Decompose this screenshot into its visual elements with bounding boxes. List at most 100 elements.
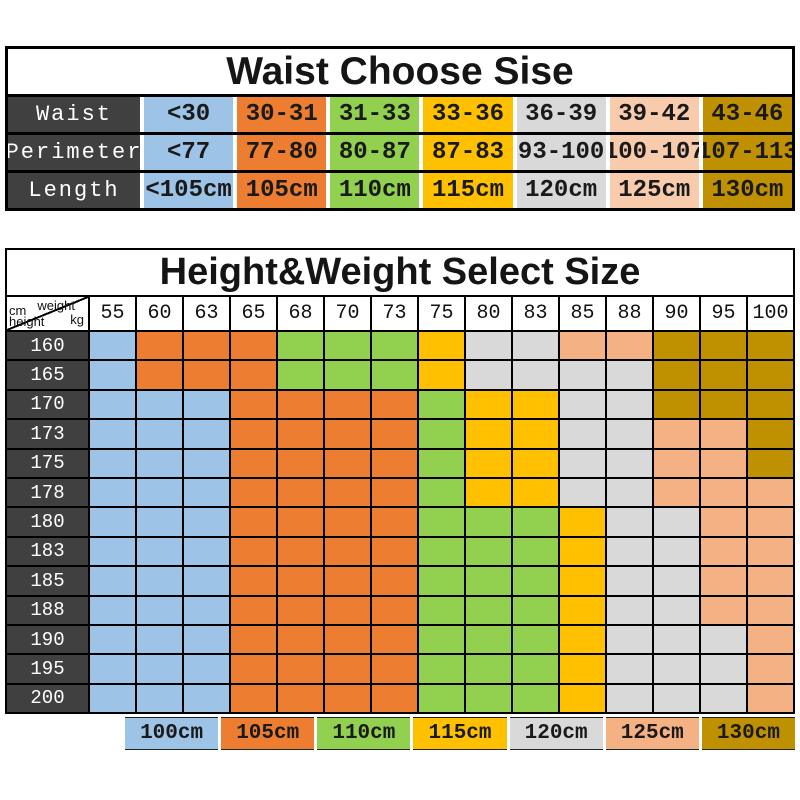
waist-table-row: Perimeter <77 77-80 80-87 87-83 93-100 100-107… bbox=[8, 132, 792, 170]
waist-table-row: Waist <30 30-31 31-33 33-36 36-39 39-42 43-46 bbox=[8, 94, 792, 132]
size-cell bbox=[419, 420, 464, 448]
size-cell bbox=[513, 625, 558, 654]
size-cell bbox=[560, 478, 605, 507]
size-cell bbox=[748, 596, 793, 624]
size-cell bbox=[466, 537, 511, 566]
waist-value-cell: 93-100 bbox=[516, 135, 606, 170]
size-cell bbox=[419, 478, 464, 507]
waist-value-cell: 130cm bbox=[702, 173, 792, 208]
corner-weight-label: weight bbox=[37, 298, 75, 313]
size-cell bbox=[137, 332, 182, 360]
size-cell bbox=[90, 449, 135, 477]
size-cell bbox=[560, 625, 605, 654]
size-cell bbox=[748, 655, 793, 683]
size-cell bbox=[748, 449, 793, 477]
size-cell bbox=[231, 390, 276, 419]
size-cell bbox=[278, 567, 323, 595]
size-cell bbox=[231, 420, 276, 448]
height-row-header: 173 bbox=[7, 420, 88, 448]
waist-row-label: Waist bbox=[8, 97, 140, 132]
size-cell bbox=[607, 567, 652, 595]
legend-item: 115cm bbox=[413, 717, 507, 750]
waist-value-cell: 115cm bbox=[423, 173, 513, 208]
size-cell bbox=[325, 655, 370, 683]
corner-kg-label: kg bbox=[70, 312, 84, 327]
size-cell bbox=[607, 537, 652, 566]
height-row-header: 170 bbox=[7, 390, 88, 419]
size-cell bbox=[325, 449, 370, 477]
size-cell bbox=[325, 567, 370, 595]
size-cell bbox=[466, 478, 511, 507]
size-cell bbox=[278, 508, 323, 536]
waist-value-cell: 110cm bbox=[330, 173, 420, 208]
size-cell bbox=[560, 655, 605, 683]
size-cell bbox=[184, 567, 229, 595]
waist-table-title: Waist Choose Sise bbox=[226, 49, 574, 93]
waist-value-cell: 31-33 bbox=[330, 97, 420, 132]
size-cell bbox=[748, 478, 793, 507]
size-cell bbox=[466, 625, 511, 654]
size-cell bbox=[90, 361, 135, 389]
size-cell bbox=[607, 390, 652, 419]
legend-item: 120cm bbox=[509, 717, 603, 750]
weight-column-header: 75 bbox=[419, 297, 464, 330]
size-cell bbox=[560, 567, 605, 595]
weight-column-header: 88 bbox=[607, 297, 652, 330]
size-cell bbox=[231, 332, 276, 360]
size-cell bbox=[372, 332, 417, 360]
waist-value-cell: <105cm bbox=[144, 173, 234, 208]
size-cell bbox=[278, 332, 323, 360]
size-cell bbox=[748, 567, 793, 595]
size-cell bbox=[372, 361, 417, 389]
size-cell bbox=[607, 596, 652, 624]
waist-value-cell: 100-107 bbox=[609, 135, 699, 170]
size-cell bbox=[748, 625, 793, 654]
size-cell bbox=[419, 567, 464, 595]
size-cell bbox=[607, 332, 652, 360]
waist-value-cell: 105cm bbox=[237, 173, 327, 208]
corner-height-label: height bbox=[9, 314, 45, 329]
size-cell bbox=[466, 596, 511, 624]
size-cell bbox=[701, 625, 746, 654]
size-cell bbox=[231, 508, 276, 536]
size-cell bbox=[701, 390, 746, 419]
size-cell bbox=[466, 508, 511, 536]
size-cell bbox=[701, 420, 746, 448]
waist-size-table: Waist Choose Sise Waist <30 30-31 31-33 33-3… bbox=[5, 46, 795, 211]
size-cell bbox=[654, 567, 699, 595]
size-cell bbox=[278, 684, 323, 713]
waist-value-cell: <30 bbox=[144, 97, 234, 132]
height-row-header: 175 bbox=[7, 449, 88, 477]
legend-item: 125cm bbox=[605, 717, 699, 750]
weight-column-header: 100 bbox=[748, 297, 793, 330]
size-cell bbox=[90, 478, 135, 507]
size-cell bbox=[184, 390, 229, 419]
size-cell bbox=[325, 537, 370, 566]
size-cell bbox=[137, 684, 182, 713]
waist-value-cell: 36-39 bbox=[516, 97, 606, 132]
size-cell bbox=[325, 625, 370, 654]
size-cell bbox=[231, 537, 276, 566]
size-cell bbox=[466, 420, 511, 448]
size-cell bbox=[372, 567, 417, 595]
size-cell bbox=[184, 625, 229, 654]
size-legend: 100cm 105cm 110cm 115cm 120cm 125cm 130cm bbox=[125, 717, 795, 750]
size-cell bbox=[513, 390, 558, 419]
size-cell bbox=[466, 390, 511, 419]
legend-item: 105cm bbox=[221, 717, 315, 750]
waist-value-cell: 125cm bbox=[609, 173, 699, 208]
size-cell bbox=[231, 449, 276, 477]
size-cell bbox=[560, 361, 605, 389]
size-cell bbox=[466, 684, 511, 713]
size-cell bbox=[513, 537, 558, 566]
size-cell bbox=[701, 361, 746, 389]
height-row-header: 160 bbox=[7, 332, 88, 360]
size-cell bbox=[419, 508, 464, 536]
size-cell bbox=[137, 420, 182, 448]
size-cell bbox=[419, 361, 464, 389]
size-cell bbox=[560, 684, 605, 713]
size-cell bbox=[748, 684, 793, 713]
size-cell bbox=[513, 332, 558, 360]
size-cell bbox=[419, 684, 464, 713]
weight-column-header: 73 bbox=[372, 297, 417, 330]
